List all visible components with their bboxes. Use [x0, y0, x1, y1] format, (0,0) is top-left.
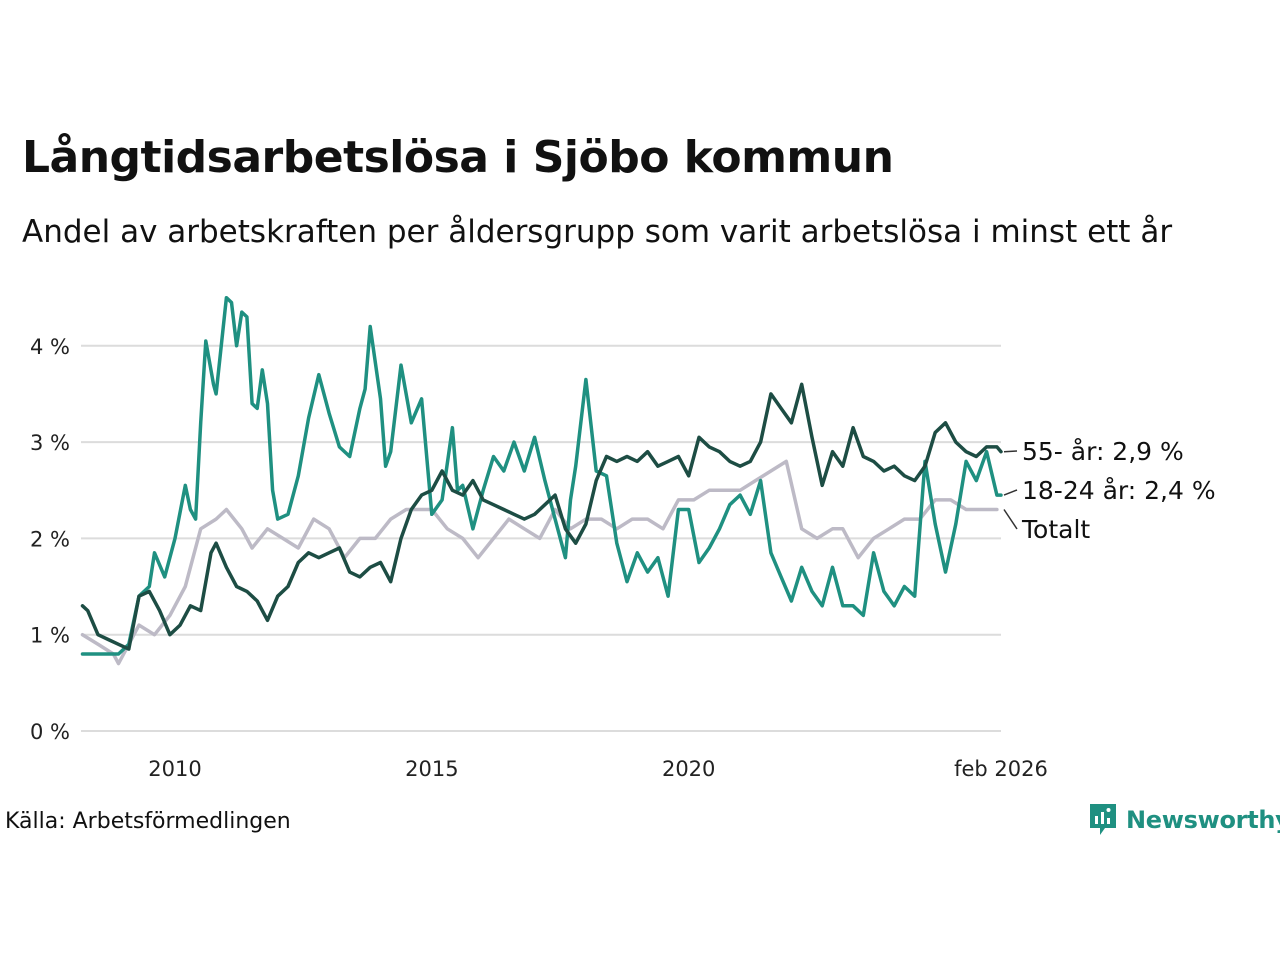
series-line-18-24-r: [80, 295, 1003, 656]
series-end-label: 55- år: 2,9 %: [1022, 437, 1184, 466]
source-note: Källa: Arbetsförmedlingen: [5, 809, 291, 834]
x-axis-ticks: 2010 2015 2020 feb 2026: [148, 757, 1048, 781]
y-tick-label: 1 %: [30, 624, 70, 648]
series-lines: [80, 295, 1003, 666]
label-leader: [1003, 489, 1018, 496]
series-line-totalt: [80, 459, 999, 666]
line-chart: 0 % 1 % 2 % 3 % 4 % 2010 2015 2020 feb 2026 Tot…: [30, 295, 1216, 781]
y-tick-label: 2 %: [30, 527, 70, 551]
y-tick-label: 0 %: [30, 720, 70, 744]
x-tick-label: feb 2026: [954, 757, 1048, 781]
chart-subtitle: Andel av arbetskraften per åldersgrupp s…: [22, 214, 1173, 250]
y-tick-label: 3 %: [30, 431, 70, 455]
chart-title: Långtidsarbetslösa i Sjöbo kommun: [22, 132, 894, 183]
x-tick-label: 2015: [405, 757, 458, 781]
label-leader: [1003, 450, 1018, 453]
brand-logo[interactable]: Newsworthy: [1088, 802, 1280, 838]
y-tick-label: 4 %: [30, 335, 70, 359]
series-end-labels: Totalt 18-24 år: 2,4 % 55- år: 2,9 %: [1003, 437, 1216, 544]
series-end-label: Totalt: [1021, 515, 1090, 544]
series-end-label: 18-24 år: 2,4 %: [1022, 476, 1216, 505]
brand-name: Newsworthy: [1126, 806, 1280, 834]
x-tick-label: 2010: [148, 757, 201, 781]
y-axis-ticks: 0 % 1 % 2 % 3 % 4 %: [30, 335, 70, 744]
newsworthy-logo-icon: [1090, 804, 1116, 835]
series-line-55-r: [80, 382, 1003, 651]
x-tick-label: 2020: [662, 757, 715, 781]
label-leader: [1003, 509, 1018, 530]
